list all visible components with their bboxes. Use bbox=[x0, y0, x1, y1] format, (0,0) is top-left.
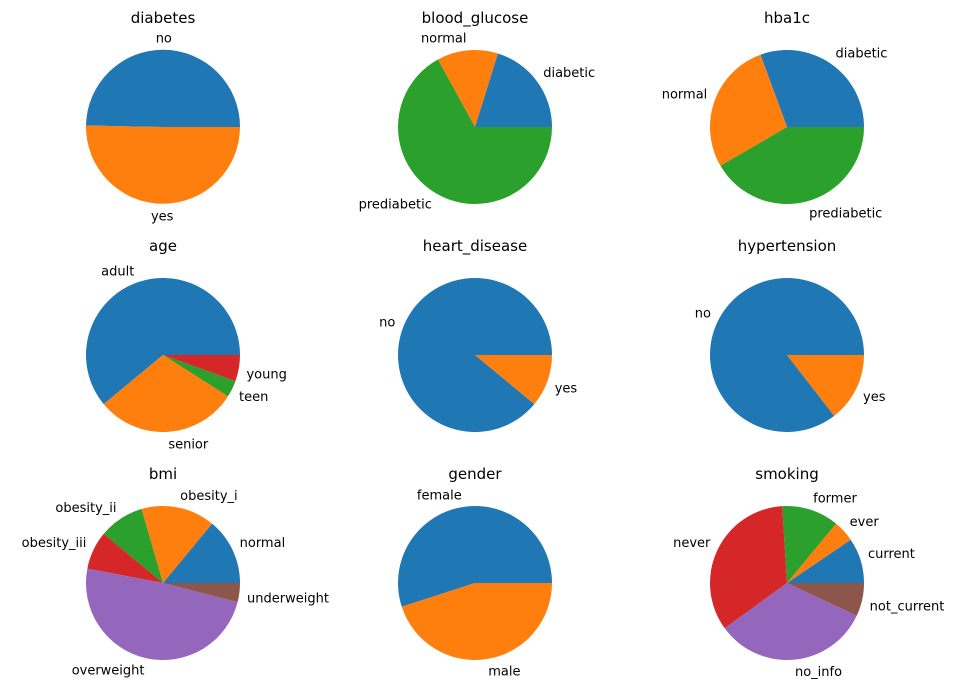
pie-hba1c: hba1c diabetic normal prediabetic bbox=[662, 9, 888, 222]
pie-slice-blood-glucose-diabetic bbox=[475, 53, 552, 128]
pie-label-hba1c-diabetic: diabetic bbox=[835, 47, 887, 62]
pie-slice-gender-female bbox=[398, 505, 552, 607]
pie-title-gender: gender bbox=[448, 465, 502, 483]
pie-title-hba1c: hba1c bbox=[764, 9, 810, 27]
pie-label-bmi-obesity-i: obesity_i bbox=[180, 489, 238, 504]
pie-label-smoking-no-info: no_info bbox=[795, 665, 842, 680]
pie-slice-blood-glucose-normal bbox=[437, 50, 498, 127]
pie-slice-bmi-overweight bbox=[85, 568, 238, 661]
pie-slice-smoking-ever bbox=[787, 523, 851, 583]
pie-title-hypertension: hypertension bbox=[738, 237, 837, 255]
pie-label-blood-glucose-prediabetic: prediabetic bbox=[359, 198, 432, 213]
pie-slice-hba1c-diabetic bbox=[760, 50, 864, 127]
pie-label-blood-glucose-normal: normal bbox=[421, 32, 467, 47]
pie-slice-age-adult bbox=[85, 277, 240, 405]
pie-title-bmi: bmi bbox=[149, 465, 177, 483]
pie-slice-gender-male bbox=[401, 583, 552, 660]
pie-label-age-senior: senior bbox=[168, 437, 209, 452]
pie-title-heart-disease: heart_disease bbox=[423, 237, 527, 256]
pie-label-heart-disease-yes: yes bbox=[555, 381, 578, 396]
pie-label-smoking-former: former bbox=[813, 491, 857, 506]
pie-slice-diabetes-no bbox=[86, 49, 241, 127]
pie-label-age-adult: adult bbox=[101, 264, 134, 279]
pie-slice-heart-disease-yes bbox=[475, 355, 552, 405]
pie-slice-bmi-obesity-i bbox=[141, 506, 213, 583]
pie-label-hypertension-yes: yes bbox=[863, 390, 886, 405]
pie-slice-age-senior bbox=[103, 355, 229, 432]
pie-slice-smoking-former bbox=[782, 505, 837, 583]
pie-slice-diabetes-yes bbox=[86, 125, 240, 204]
pie-label-gender-female: female bbox=[417, 488, 462, 503]
pie-label-diabetes-yes: yes bbox=[151, 209, 174, 224]
pie-label-smoking-never: never bbox=[673, 536, 711, 551]
pie-slice-smoking-never bbox=[710, 506, 787, 629]
pie-hypertension: hypertension no yes bbox=[695, 237, 886, 432]
pie-slice-bmi-obesity-ii bbox=[103, 509, 163, 583]
pie-label-gender-male: male bbox=[488, 664, 520, 679]
pie-label-smoking-ever: ever bbox=[850, 515, 880, 530]
pie-slice-heart-disease-no bbox=[397, 277, 552, 432]
pie-label-hypertension-no: no bbox=[695, 307, 711, 322]
pie-slice-age-young bbox=[163, 355, 240, 382]
pie-title-diabetes: diabetes bbox=[131, 9, 196, 27]
pie-slice-smoking-current bbox=[787, 539, 864, 583]
pie-slice-bmi-underweight bbox=[163, 583, 240, 603]
pie-label-bmi-obesity-iii: obesity_iii bbox=[22, 536, 87, 551]
pie-label-bmi-normal: normal bbox=[240, 536, 286, 551]
pie-gender: gender female male bbox=[398, 465, 552, 679]
pie-bmi: bmi normal obesity_i obesity_ii obesity_iiio… bbox=[22, 465, 329, 678]
pie-slice-hypertension-no bbox=[710, 277, 864, 432]
pie-slice-smoking-no-info bbox=[724, 583, 857, 660]
pie-blood-glucose: blood_glucose diabetic normal prediabetic bbox=[359, 9, 596, 213]
pie-label-age-teen: teen bbox=[239, 390, 268, 405]
pie-label-bmi-overweight: overweight bbox=[72, 663, 145, 678]
pie-label-age-young: young bbox=[246, 367, 286, 382]
pie-title-age: age bbox=[149, 237, 177, 255]
pie-diabetes: diabetes no yes bbox=[86, 9, 241, 224]
pie-slice-smoking-not-current bbox=[787, 583, 864, 616]
pie-slice-bmi-obesity-iii bbox=[87, 533, 163, 583]
pie-slice-hba1c-prediabetic bbox=[720, 127, 864, 204]
pie-title-blood-glucose: blood_glucose bbox=[422, 9, 529, 28]
pie-label-blood-glucose-diabetic: diabetic bbox=[543, 66, 595, 81]
pie-label-bmi-obesity-ii: obesity_ii bbox=[55, 501, 116, 516]
pie-smoking: smoking current ever former never no_info not_… bbox=[673, 465, 944, 680]
pie-label-smoking-not-current: not_current bbox=[870, 599, 945, 614]
pie-label-bmi-underweight: underweight bbox=[247, 591, 329, 606]
pie-slice-bmi-normal bbox=[163, 523, 240, 583]
pie-age: age adult senior teen young bbox=[85, 237, 287, 452]
pie-title-smoking: smoking bbox=[755, 465, 819, 483]
pie-slice-blood-glucose-prediabetic bbox=[398, 59, 552, 204]
pie-slice-age-teen bbox=[163, 355, 236, 397]
pie-slice-hba1c-normal bbox=[710, 54, 787, 166]
pie-slice-hypertension-yes bbox=[787, 355, 864, 416]
pie-label-diabetes-no: no bbox=[156, 31, 172, 46]
pie-label-hba1c-normal: normal bbox=[662, 87, 708, 102]
pie-label-hba1c-prediabetic: prediabetic bbox=[809, 207, 882, 222]
pie-label-smoking-current: current bbox=[868, 547, 915, 562]
pie-label-heart-disease-no: no bbox=[379, 315, 395, 330]
